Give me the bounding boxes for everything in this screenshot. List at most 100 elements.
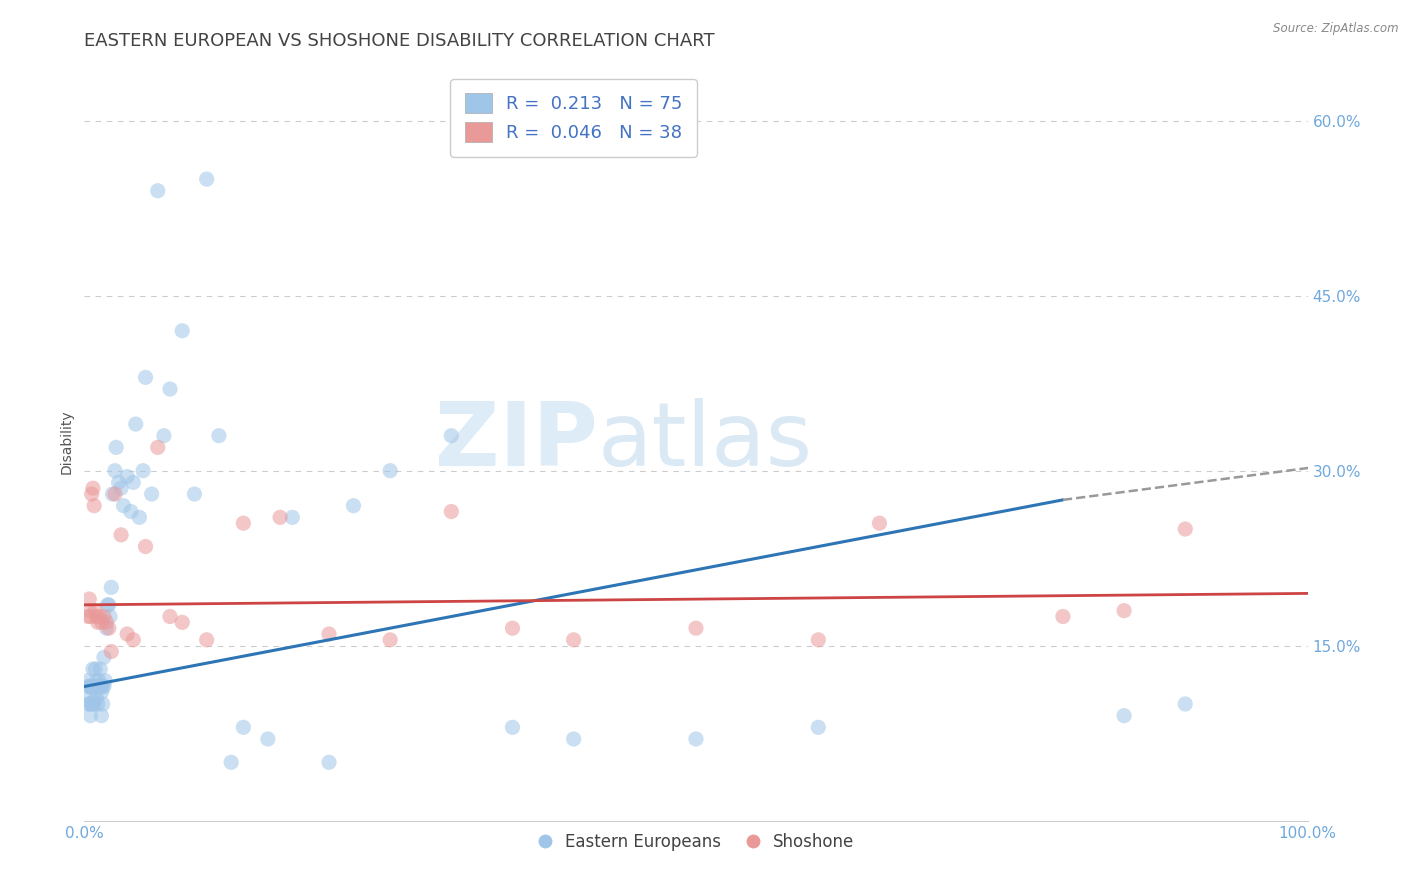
- Point: [685, 621, 707, 635]
- Point: [84, 604, 107, 618]
- Point: [84, 685, 107, 699]
- Point: [110, 481, 132, 495]
- Text: EASTERN EUROPEAN VS SHOSHONE DISABILITY CORRELATION CHART: EASTERN EUROPEAN VS SHOSHONE DISABILITY …: [84, 32, 716, 50]
- Point: [141, 487, 163, 501]
- Point: [159, 609, 181, 624]
- Point: [82, 697, 104, 711]
- Point: [380, 464, 402, 478]
- Point: [132, 464, 155, 478]
- Point: [135, 370, 157, 384]
- Point: [159, 382, 181, 396]
- Point: [87, 697, 110, 711]
- Point: [269, 510, 291, 524]
- Point: [83, 499, 105, 513]
- Point: [1052, 609, 1074, 624]
- Point: [93, 650, 115, 665]
- Point: [77, 673, 100, 688]
- Point: [172, 615, 194, 630]
- Point: [1174, 697, 1197, 711]
- Point: [1114, 708, 1136, 723]
- Point: [125, 417, 148, 431]
- Point: [232, 720, 254, 734]
- Point: [97, 598, 120, 612]
- Point: [82, 680, 104, 694]
- Point: [219, 756, 242, 770]
- Point: [105, 441, 128, 455]
- Point: [91, 680, 114, 694]
- Point: [90, 685, 112, 699]
- Point: [120, 504, 142, 518]
- Point: [82, 662, 104, 676]
- Point: [440, 504, 463, 518]
- Point: [101, 487, 124, 501]
- Point: [84, 680, 107, 694]
- Point: [1174, 522, 1197, 536]
- Point: [115, 469, 138, 483]
- Point: [128, 510, 150, 524]
- Point: [91, 697, 114, 711]
- Point: [79, 691, 101, 706]
- Point: [97, 621, 120, 635]
- Point: [84, 662, 107, 676]
- Point: [146, 184, 169, 198]
- Legend: Eastern Europeans, Shoshone: Eastern Europeans, Shoshone: [531, 827, 860, 858]
- Point: [318, 756, 340, 770]
- Point: [77, 592, 100, 607]
- Point: [115, 627, 138, 641]
- Point: [195, 632, 218, 647]
- Point: [80, 680, 103, 694]
- Point: [77, 697, 100, 711]
- Point: [90, 680, 112, 694]
- Point: [77, 604, 100, 618]
- Text: atlas: atlas: [598, 398, 813, 485]
- Point: [79, 680, 101, 694]
- Point: [77, 680, 100, 694]
- Point: [100, 644, 122, 658]
- Point: [208, 428, 231, 442]
- Point: [79, 609, 101, 624]
- Point: [562, 632, 585, 647]
- Point: [183, 487, 205, 501]
- Point: [380, 632, 402, 647]
- Point: [80, 487, 103, 501]
- Point: [87, 673, 110, 688]
- Point: [869, 516, 891, 531]
- Point: [93, 609, 115, 624]
- Point: [86, 680, 108, 694]
- Point: [97, 598, 120, 612]
- Point: [110, 528, 132, 542]
- Point: [104, 464, 127, 478]
- Point: [112, 499, 135, 513]
- Point: [96, 615, 118, 630]
- Point: [153, 428, 176, 442]
- Point: [562, 731, 585, 746]
- Point: [87, 680, 110, 694]
- Point: [86, 673, 108, 688]
- Point: [94, 673, 117, 688]
- Point: [90, 708, 112, 723]
- Point: [87, 680, 110, 694]
- Point: [89, 662, 111, 676]
- Point: [122, 632, 145, 647]
- Y-axis label: Disability: Disability: [59, 409, 73, 474]
- Text: Source: ZipAtlas.com: Source: ZipAtlas.com: [1274, 22, 1399, 36]
- Point: [90, 615, 112, 630]
- Point: [79, 708, 101, 723]
- Point: [82, 481, 104, 495]
- Point: [342, 499, 364, 513]
- Point: [318, 627, 340, 641]
- Point: [281, 510, 304, 524]
- Point: [83, 680, 105, 694]
- Point: [86, 691, 108, 706]
- Point: [80, 697, 103, 711]
- Point: [146, 441, 169, 455]
- Point: [77, 680, 100, 694]
- Point: [107, 475, 129, 490]
- Point: [807, 632, 830, 647]
- Point: [502, 720, 524, 734]
- Point: [86, 609, 108, 624]
- Point: [135, 540, 157, 554]
- Point: [87, 609, 110, 624]
- Point: [502, 621, 524, 635]
- Point: [93, 680, 115, 694]
